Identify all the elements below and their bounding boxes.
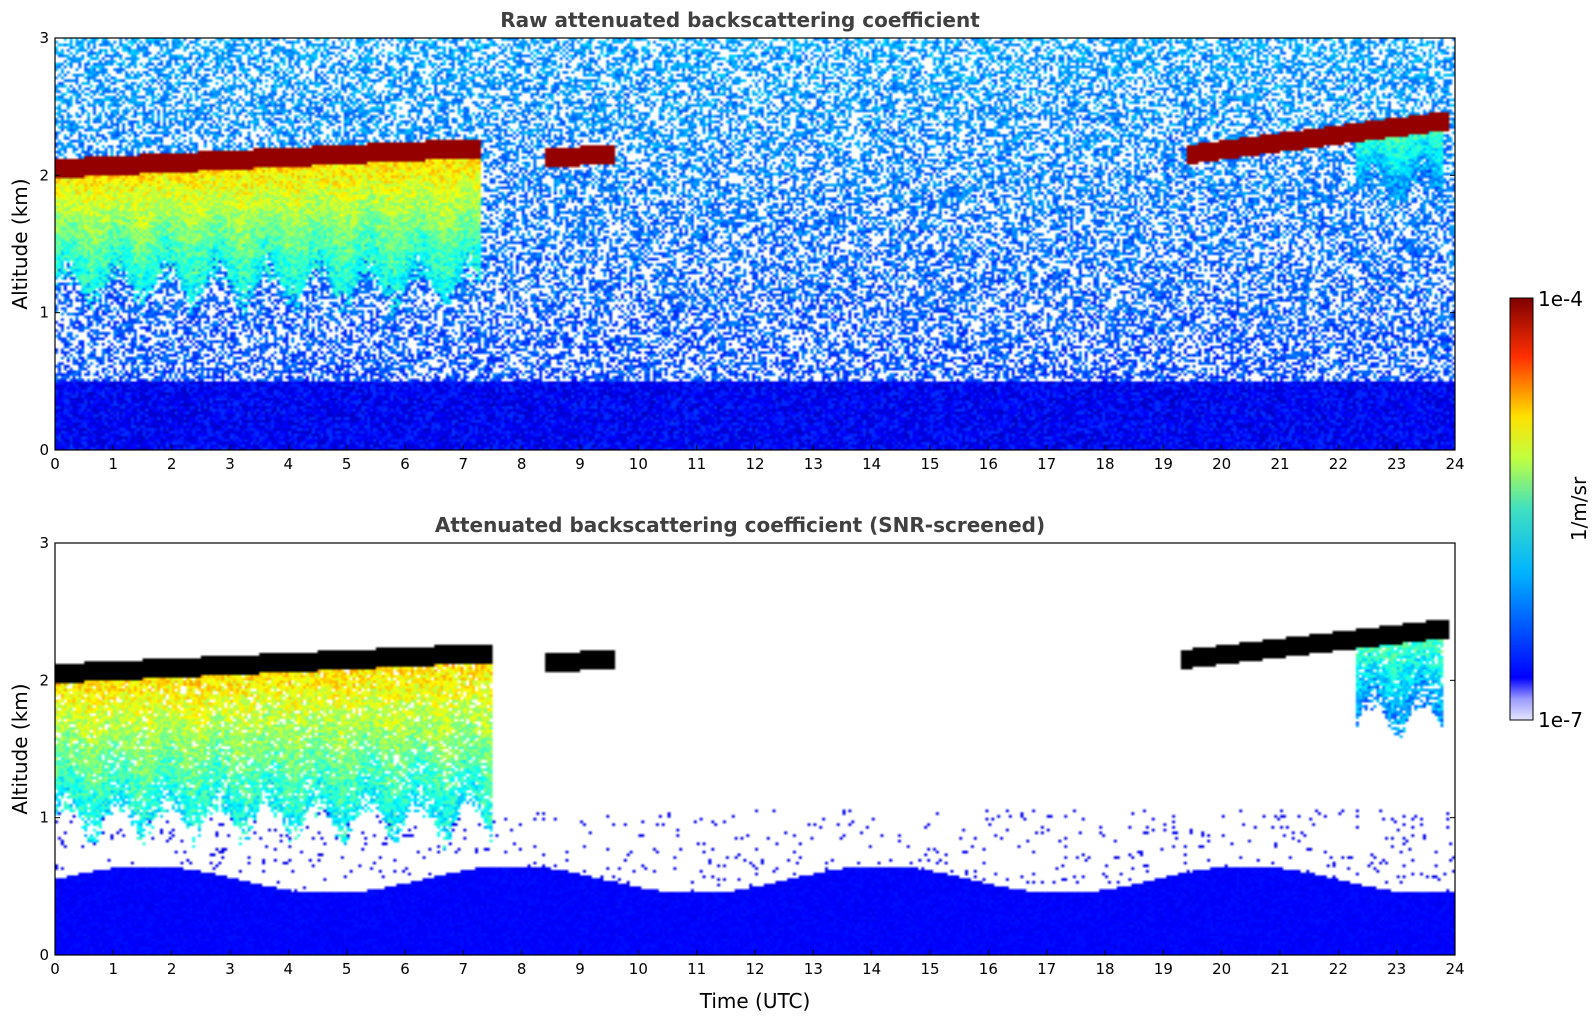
y-tick-label: 0 xyxy=(39,946,49,964)
x-tick-label: 20 xyxy=(1212,455,1231,473)
x-tick-label: 4 xyxy=(284,455,294,473)
x-tick-label: 8 xyxy=(517,455,527,473)
x-tick-label: 22 xyxy=(1329,960,1348,978)
x-tick-label: 23 xyxy=(1387,455,1406,473)
colorbar-min-label: 1e-7 xyxy=(1538,708,1583,732)
x-tick-label: 7 xyxy=(459,455,469,473)
panel-raw-x-axis: 0 1 2 3 4 5 6 7 8 9 10 11 12 13 14 15 16 17 18 19 20 21 22 23 24 xyxy=(50,445,1465,473)
panel-raw-plot-area xyxy=(54,37,1456,451)
x-tick-label: 22 xyxy=(1329,455,1348,473)
x-tick-label: 2 xyxy=(167,960,177,978)
x-tick-label: 21 xyxy=(1270,455,1289,473)
x-tick-label: 23 xyxy=(1387,960,1406,978)
x-tick-label: 2 xyxy=(167,455,177,473)
x-tick-label: 11 xyxy=(687,455,706,473)
x-tick-label: 0 xyxy=(50,960,60,978)
x-tick-label: 17 xyxy=(1037,455,1056,473)
panel-screened-y-label: Altitude (km) xyxy=(8,683,32,814)
x-tick-label: 13 xyxy=(804,960,823,978)
x-tick-label: 15 xyxy=(920,960,939,978)
colorbar: 1e-4 1e-7 1/m/sr xyxy=(1509,287,1591,732)
x-tick-label: 18 xyxy=(1095,455,1114,473)
x-tick-label: 15 xyxy=(920,455,939,473)
x-tick-label: 3 xyxy=(225,960,235,978)
x-tick-label: 0 xyxy=(50,455,60,473)
y-tick-label: 1 xyxy=(39,304,49,322)
x-tick-label: 19 xyxy=(1154,960,1173,978)
panel-raw-y-label: Altitude (km) xyxy=(8,178,32,309)
y-tick-label: 0 xyxy=(39,441,49,459)
panel-raw-title: Raw attenuated backscattering coefficien… xyxy=(500,8,980,32)
x-tick-label: 4 xyxy=(284,960,294,978)
x-tick-label: 3 xyxy=(225,455,235,473)
x-tick-label: 19 xyxy=(1154,455,1173,473)
colorbar-max-label: 1e-4 xyxy=(1538,287,1583,311)
x-tick-label: 7 xyxy=(459,960,469,978)
panel-raw-heatmap xyxy=(55,38,1455,450)
x-tick-label: 17 xyxy=(1037,960,1056,978)
colorbar-unit-label: 1/m/sr xyxy=(1567,476,1591,541)
panel-screened-heatmap xyxy=(55,543,1455,955)
x-tick-label: 14 xyxy=(862,960,881,978)
x-tick-label: 9 xyxy=(575,455,585,473)
x-tick-label: 12 xyxy=(745,455,764,473)
x-tick-label: 6 xyxy=(400,455,410,473)
x-tick-label: 5 xyxy=(342,960,352,978)
panel-screened-x-axis: 0 1 2 3 4 5 6 7 8 9 10 11 12 13 14 15 16 17 18 19 20 21 22 23 24 xyxy=(50,950,1465,978)
panel-screened-y-axis: 0 1 2 3 xyxy=(39,534,1455,964)
x-tick-label: 18 xyxy=(1095,960,1114,978)
x-tick-label: 6 xyxy=(400,960,410,978)
panel-raw-y-axis: 0 1 2 3 xyxy=(39,29,1455,459)
x-tick-label: 9 xyxy=(575,960,585,978)
panel-screened-title: Attenuated backscattering coefficient (S… xyxy=(435,513,1045,537)
y-tick-label: 2 xyxy=(39,166,49,184)
x-tick-label: 21 xyxy=(1270,960,1289,978)
x-tick-label: 16 xyxy=(979,455,998,473)
x-tick-label: 20 xyxy=(1212,960,1231,978)
x-tick-label: 12 xyxy=(745,960,764,978)
x-tick-label: 10 xyxy=(629,960,648,978)
x-tick-label: 10 xyxy=(629,455,648,473)
colorbar-gradient xyxy=(1509,297,1534,721)
panel-screened-plot-area xyxy=(54,542,1456,956)
x-tick-label: 1 xyxy=(109,455,119,473)
x-tick-label: 5 xyxy=(342,455,352,473)
panel-raw: Raw attenuated backscattering coefficien… xyxy=(8,8,1465,473)
x-tick-label: 1 xyxy=(109,960,119,978)
x-tick-label: 24 xyxy=(1445,960,1464,978)
x-tick-label: 16 xyxy=(979,960,998,978)
x-tick-label: 13 xyxy=(804,455,823,473)
x-tick-label: 24 xyxy=(1445,455,1464,473)
x-tick-label: 8 xyxy=(517,960,527,978)
y-tick-label: 3 xyxy=(39,29,49,47)
x-tick-label: 14 xyxy=(862,455,881,473)
panel-screened: Attenuated backscattering coefficient (S… xyxy=(8,513,1465,1013)
y-tick-label: 1 xyxy=(39,809,49,827)
y-tick-label: 2 xyxy=(39,671,49,689)
y-tick-label: 3 xyxy=(39,534,49,552)
x-tick-label: 11 xyxy=(687,960,706,978)
x-axis-label: Time (UTC) xyxy=(699,989,811,1013)
